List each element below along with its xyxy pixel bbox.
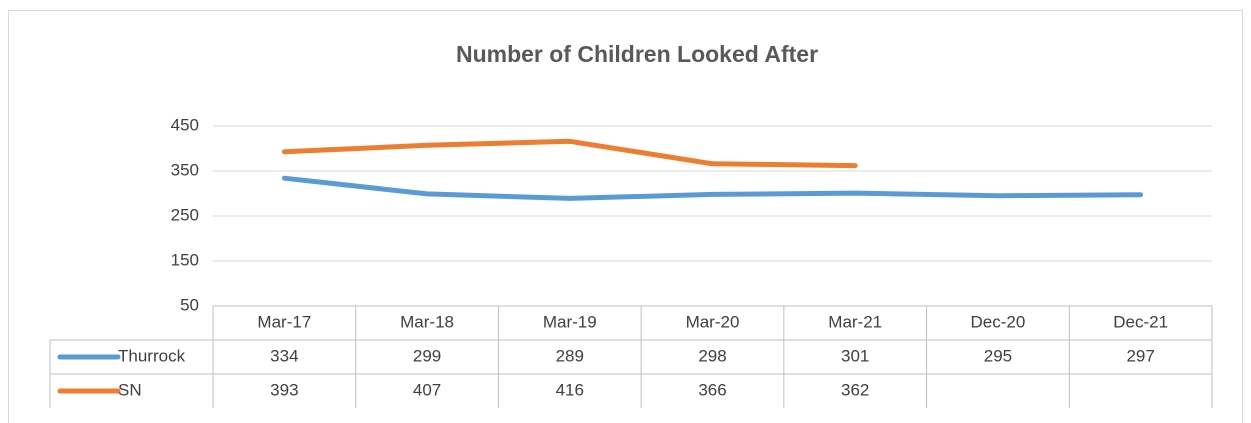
table-value: 393 bbox=[270, 380, 298, 399]
chart-title: Number of Children Looked After bbox=[456, 41, 818, 67]
legend-label: SN bbox=[118, 380, 142, 399]
x-tick-label: Mar-21 bbox=[828, 312, 882, 331]
table-value: 362 bbox=[841, 380, 869, 399]
y-tick-label: 150 bbox=[171, 250, 199, 269]
x-tick-label: Dec-20 bbox=[971, 312, 1026, 331]
x-tick-label: Mar-19 bbox=[543, 312, 597, 331]
table-value: 289 bbox=[556, 346, 584, 365]
table-value: 301 bbox=[841, 346, 869, 365]
chart-border bbox=[8, 10, 1243, 423]
table-value: 299 bbox=[413, 346, 441, 365]
table-value: 334 bbox=[270, 346, 298, 365]
table-value: 366 bbox=[698, 380, 726, 399]
y-tick-label: 350 bbox=[171, 160, 199, 179]
y-tick-label: 50 bbox=[180, 295, 199, 314]
series-line bbox=[281, 175, 1144, 201]
legend-label: Thurrock bbox=[118, 346, 186, 365]
x-tick-label: Mar-18 bbox=[400, 312, 454, 331]
table-value: 407 bbox=[413, 380, 441, 399]
series-line bbox=[281, 138, 858, 169]
x-tick-label: Mar-20 bbox=[686, 312, 740, 331]
table-value: 298 bbox=[698, 346, 726, 365]
x-tick-label: Mar-17 bbox=[257, 312, 311, 331]
table-value: 297 bbox=[1126, 346, 1154, 365]
table-value: 416 bbox=[556, 380, 584, 399]
y-tick-label: 250 bbox=[171, 205, 199, 224]
y-tick-label: 450 bbox=[171, 115, 199, 134]
table-value: 295 bbox=[984, 346, 1012, 365]
x-tick-label: Dec-21 bbox=[1113, 312, 1168, 331]
